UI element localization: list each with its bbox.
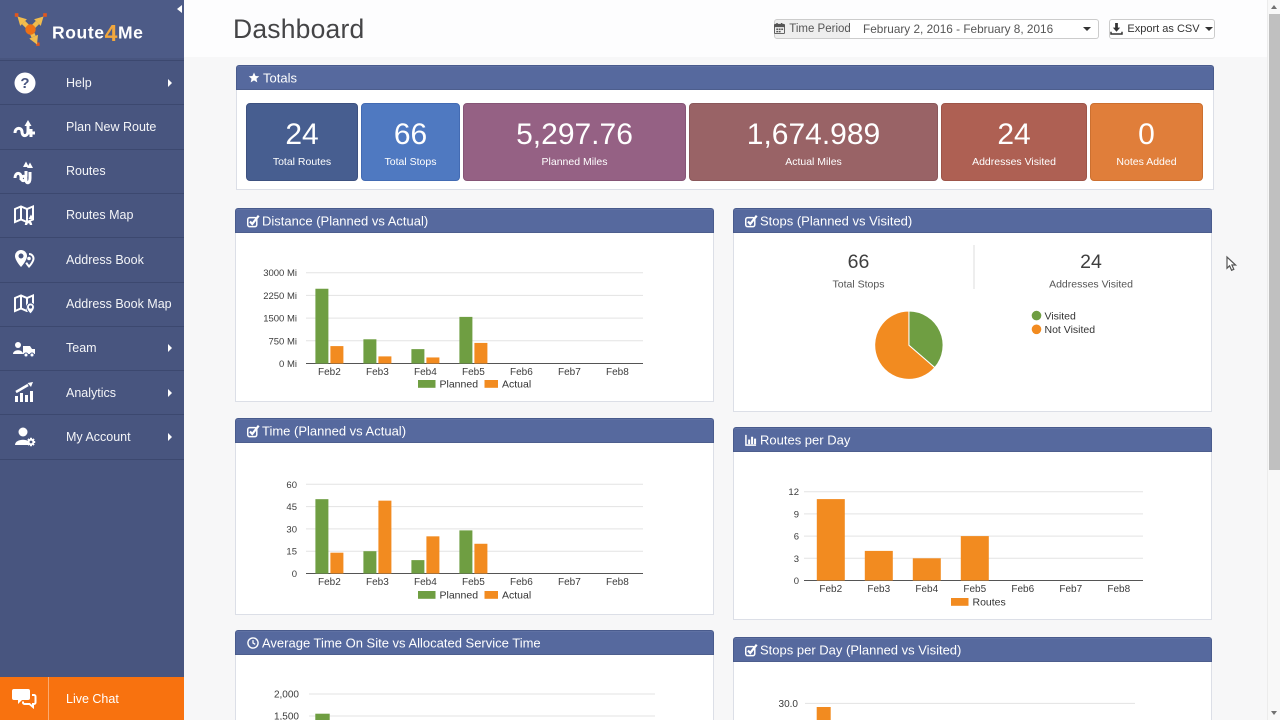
svg-text:?: ? [20, 75, 29, 92]
